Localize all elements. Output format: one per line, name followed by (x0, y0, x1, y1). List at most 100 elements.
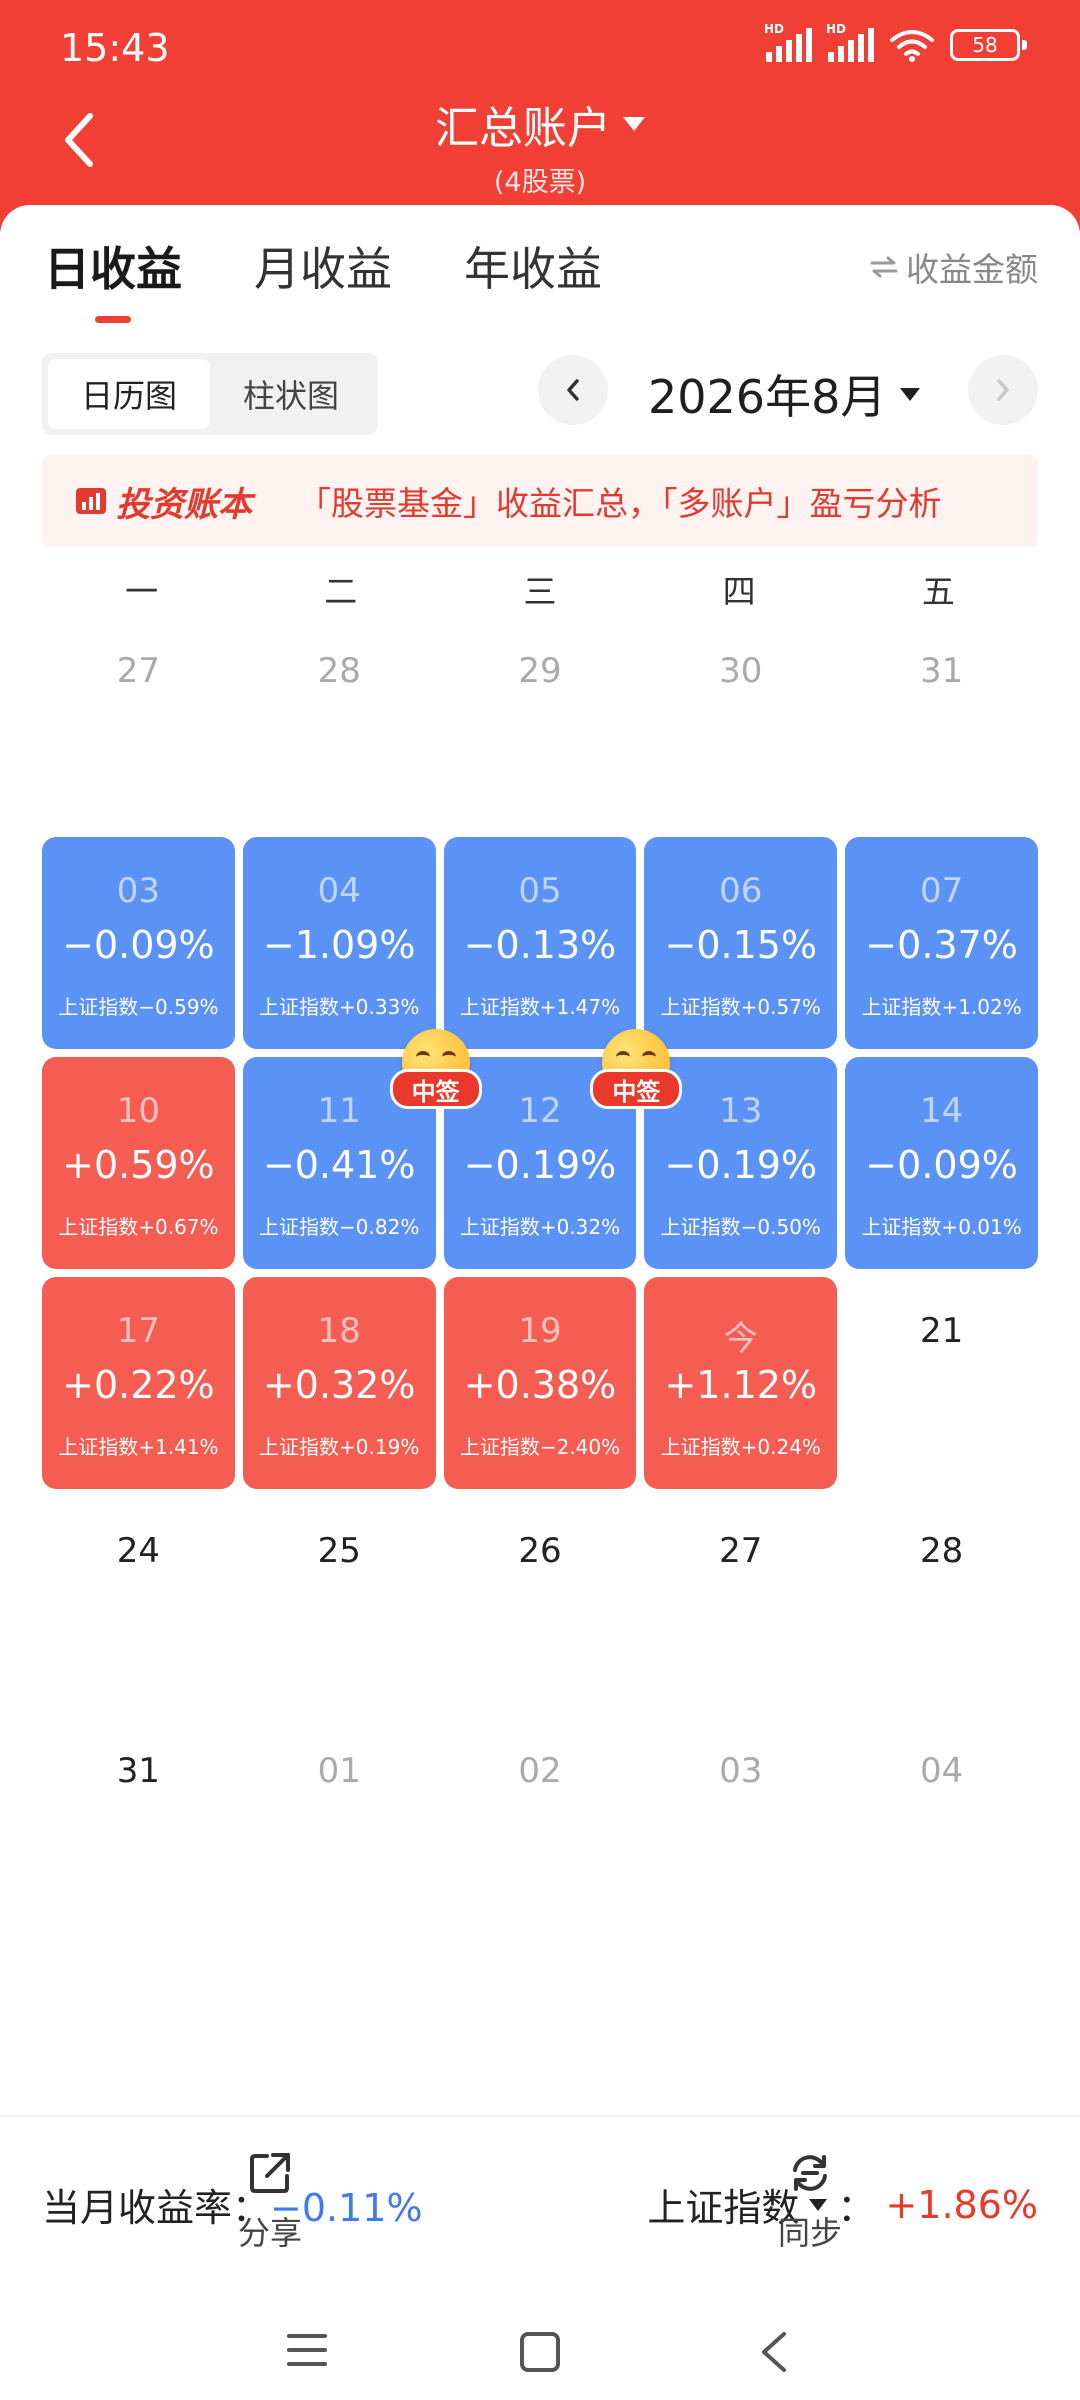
calendar-week: 31 01 02 03 04 (42, 1717, 1038, 1929)
day-number: 24 (116, 1531, 161, 1571)
calendar-day[interactable]: 06 −0.15% 上证指数+0.57% (644, 837, 838, 1049)
calendar-day[interactable]: 04 −1.09% 上证指数+0.33% (242, 837, 436, 1049)
calendar-day[interactable]: 10 +0.59% 上证指数+0.67% (42, 1057, 235, 1269)
calendar-day[interactable]: 30 (644, 617, 837, 829)
caret-down-icon (809, 2198, 828, 2211)
content-sheet: 日收益 月收益 年收益 收益金额 日历图 柱状图 2026年8月 (0, 205, 1080, 2400)
account-selector[interactable]: 汇总账户 (435, 92, 645, 156)
index-selector-label: 上证指数 (647, 2186, 800, 2230)
day-number: 25 (317, 1531, 361, 1571)
calendar-week: 10 +0.59% 上证指数+0.67% 11 −0.41% 上证指数−0.82% 中签 12… (42, 1029, 1038, 1269)
monthly-return-label: 当月收益率： (42, 2186, 271, 2230)
tab-monthly[interactable]: 月收益 (254, 242, 392, 296)
view-bar-button[interactable]: 柱状图 (242, 377, 339, 415)
ipo-win-badge[interactable]: 中签 (389, 1029, 482, 1121)
caret-down-icon (623, 117, 645, 131)
calendar-week: 24 25 26 27 28 (42, 1497, 1038, 1709)
calendar-day[interactable]: 31 (42, 1717, 235, 1929)
weekday-header: 一 二 三 四 五 (42, 565, 1038, 613)
index-return[interactable]: 上证指数 ： +1.86% (647, 2177, 1038, 2232)
calendar-day[interactable]: 27 (42, 617, 235, 829)
share-button[interactable]: 分享 (190, 2150, 350, 2254)
swap-arrows-icon (870, 256, 898, 278)
calendar-day[interactable]: 07 −0.37% 上证指数+1.02% (845, 837, 1038, 1049)
calendar-day[interactable]: 28 (845, 1497, 1038, 1709)
menu-icon[interactable] (285, 2330, 329, 2370)
summary-row: 当月收益率：−0.11% 上证指数 ： +1.86% (42, 2177, 1038, 2237)
calendar-day[interactable]: 29 (444, 617, 637, 829)
ipo-win-badge[interactable]: 中签 (590, 1029, 683, 1121)
calendar-day[interactable]: 11 −0.41% 上证指数−0.82% 中签 (242, 1029, 482, 1269)
day-number: 03 (719, 1751, 763, 1791)
calendar-day[interactable]: 26 (444, 1497, 637, 1709)
daily-return: +0.59% (62, 1143, 215, 1187)
day-number: 今 (723, 1319, 758, 1359)
weekday-label: 二 (324, 572, 358, 611)
day-number: 30 (719, 651, 763, 691)
banner-text: 「股票基金」收益汇总，「多账户」盈亏分析 (298, 484, 942, 523)
month-navigator: 2026年8月 (538, 355, 1038, 431)
amount-toggle-button[interactable]: 收益金额 (870, 243, 1038, 291)
home-square-icon[interactable] (518, 2330, 562, 2374)
page-title: 汇总账户 (435, 103, 611, 154)
hd-label: HD (826, 22, 847, 36)
prev-month-button[interactable] (538, 355, 608, 425)
calendar-day[interactable]: 02 (444, 1717, 637, 1929)
period-tabs: 日收益 月收益 年收益 (44, 233, 602, 323)
tab-daily[interactable]: 日收益 (44, 233, 182, 323)
view-calendar-button[interactable]: 日历图 (48, 359, 210, 429)
daily-return: +0.32% (262, 1363, 416, 1407)
calendar-day[interactable]: 01 (243, 1717, 436, 1929)
daily-return: −0.15% (664, 923, 818, 967)
calendar-day[interactable]: 03 −0.09% 上证指数−0.59% (42, 837, 235, 1049)
sync-button[interactable]: 同步 (730, 2150, 890, 2254)
day-number: 17 (116, 1311, 161, 1351)
day-number: 28 (317, 651, 361, 691)
day-number: 01 (317, 1751, 361, 1791)
day-number: 02 (518, 1751, 562, 1791)
calendar-day[interactable]: 03 (644, 1717, 837, 1929)
calendar-day[interactable]: 04 (845, 1717, 1038, 1929)
index-return: 上证指数−2.40% (459, 1435, 621, 1459)
daily-return: −0.13% (463, 923, 617, 967)
day-number: 12 (518, 1091, 562, 1131)
wifi-icon (890, 30, 934, 62)
index-return: 上证指数+0.01% (861, 1215, 1022, 1239)
calendar-day[interactable]: 05 −0.13% 上证指数+1.47% (443, 837, 637, 1049)
calendar-day[interactable]: 13 −0.19% 上证指数−0.50% (644, 1057, 838, 1269)
calendar-day[interactable]: 24 (42, 1497, 235, 1709)
daily-return: −0.09% (865, 1143, 1018, 1187)
next-month-button[interactable] (968, 355, 1038, 425)
header-title-block[interactable]: 汇总账户 (4股票) (0, 92, 1080, 199)
day-number: 19 (518, 1311, 562, 1351)
tab-yearly[interactable]: 年收益 (464, 242, 602, 296)
calendar-day[interactable]: 21 (845, 1277, 1038, 1489)
signal-icon: HD (764, 22, 812, 62)
calendar-day[interactable]: 14 −0.09% 上证指数+0.01% (845, 1057, 1038, 1269)
calendar-day[interactable]: 18 +0.32% 上证指数+0.19% (242, 1277, 436, 1489)
month-selector[interactable]: 2026年8月 (648, 361, 938, 427)
index-return: 上证指数+1.41% (58, 1435, 219, 1459)
daily-return: −1.09% (262, 923, 416, 967)
index-return: 上证指数−0.50% (660, 1215, 821, 1239)
calendar-day[interactable]: 28 (243, 617, 436, 829)
promo-banner[interactable]: 投资账本 「股票基金」收益汇总，「多账户」盈亏分析 (42, 455, 1038, 547)
banner-logo: 投资账本 (74, 477, 252, 526)
calendar-day[interactable]: 19 +0.38% 上证指数−2.40% (443, 1277, 637, 1489)
share-label: 分享 (237, 2214, 302, 2252)
calendar-day[interactable]: 17 +0.22% 上证指数+1.41% (42, 1277, 235, 1489)
calendar-day[interactable]: 31 (845, 617, 1038, 829)
view-toggle: 日历图 柱状图 (42, 353, 378, 435)
back-triangle-icon[interactable] (756, 2330, 792, 2374)
status-time: 15:43 (60, 26, 170, 70)
banner-logo-text: 投资账本 (116, 484, 252, 525)
calendar-day[interactable]: 25 (243, 1497, 436, 1709)
index-return-value: +1.86% (885, 2182, 1038, 2227)
index-return: 上证指数−0.59% (58, 995, 219, 1019)
back-chevron-icon[interactable] (50, 100, 110, 180)
calendar-day[interactable]: 27 (644, 1497, 837, 1709)
calendar-day[interactable]: 今 +1.12% 上证指数+0.24% (644, 1277, 838, 1489)
day-number: 05 (518, 871, 562, 911)
day-number: 28 (919, 1531, 964, 1571)
day-number: 27 (116, 651, 161, 691)
